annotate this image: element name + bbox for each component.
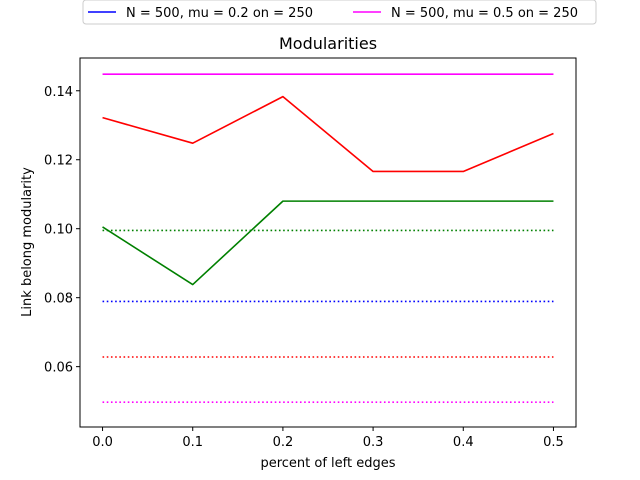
plot-frame xyxy=(79,57,577,428)
x-tick-label: 0.3 xyxy=(363,435,384,450)
y-tick-label: 0.14 xyxy=(44,85,73,100)
x-tick-label: 0.0 xyxy=(92,435,113,450)
series-group xyxy=(102,73,554,403)
legend-frame xyxy=(82,0,597,25)
y-tick-label: 0.06 xyxy=(44,361,73,376)
x-tick-label: 0.4 xyxy=(453,435,474,450)
series-line-3 xyxy=(102,95,554,173)
x-axis-label: percent of left edges xyxy=(260,456,395,471)
x-axis: 0.0 0.1 0.2 0.3 0.4 0.5 xyxy=(92,427,564,450)
x-tick-label: 0.5 xyxy=(543,435,564,450)
series-line-4 xyxy=(102,200,554,286)
x-tick-label: 0.2 xyxy=(273,435,294,450)
x-tick-label: 0.1 xyxy=(182,435,203,450)
legend-label: N = 500, mu = 0.2 on = 250 xyxy=(126,6,313,21)
chart-legend: N = 500, mu = 0.2 on = 250 N = 500, mu = … xyxy=(82,0,597,25)
y-axis: 0.06 0.08 0.10 0.12 0.14 xyxy=(44,85,80,376)
chart-title: Modularities xyxy=(279,34,377,53)
y-tick-label: 0.10 xyxy=(44,223,73,238)
y-axis-label: Link belong modularity xyxy=(20,167,35,317)
y-tick-label: 0.08 xyxy=(44,292,73,307)
legend-label: N = 500, mu = 0.5 on = 250 xyxy=(391,6,578,21)
y-tick-label: 0.12 xyxy=(44,154,73,169)
